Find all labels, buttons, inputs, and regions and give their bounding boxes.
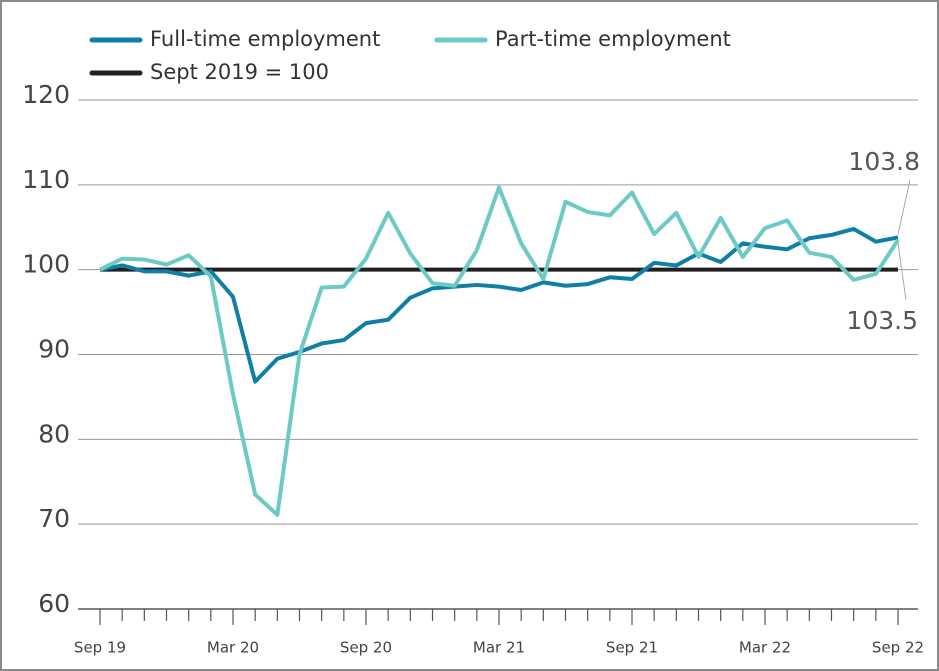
leader-line: [897, 242, 907, 301]
series-line: [99, 226, 899, 384]
annotation: 103.8: [848, 147, 920, 176]
x-tick-label: Mar 21: [473, 639, 525, 657]
y-tick-label: 80: [38, 419, 70, 448]
y-tick-label: 110: [22, 165, 70, 194]
legend-label: Sept 2019 = 100: [150, 60, 329, 84]
legend-label: Part-time employment: [495, 27, 731, 51]
annotation: 103.5: [846, 306, 918, 335]
y-tick-label: 70: [38, 504, 70, 533]
x-tick-label: Sep 19: [74, 639, 126, 657]
x-tick-label: Sep 20: [340, 639, 392, 657]
legend-label: Full-time employment: [150, 27, 380, 51]
x-tick-label: Mar 22: [739, 639, 791, 657]
y-tick-label: 120: [22, 80, 70, 109]
leader-line: [897, 179, 911, 235]
y-tick-label: 100: [22, 250, 70, 279]
series-line: [99, 185, 900, 517]
y-tick-label: 60: [38, 589, 70, 618]
x-tick-label: Sep 22: [872, 639, 924, 657]
y-tick-label: 90: [38, 335, 70, 364]
x-tick-label: Mar 20: [207, 639, 259, 657]
x-tick-label: Sep 21: [606, 639, 658, 657]
